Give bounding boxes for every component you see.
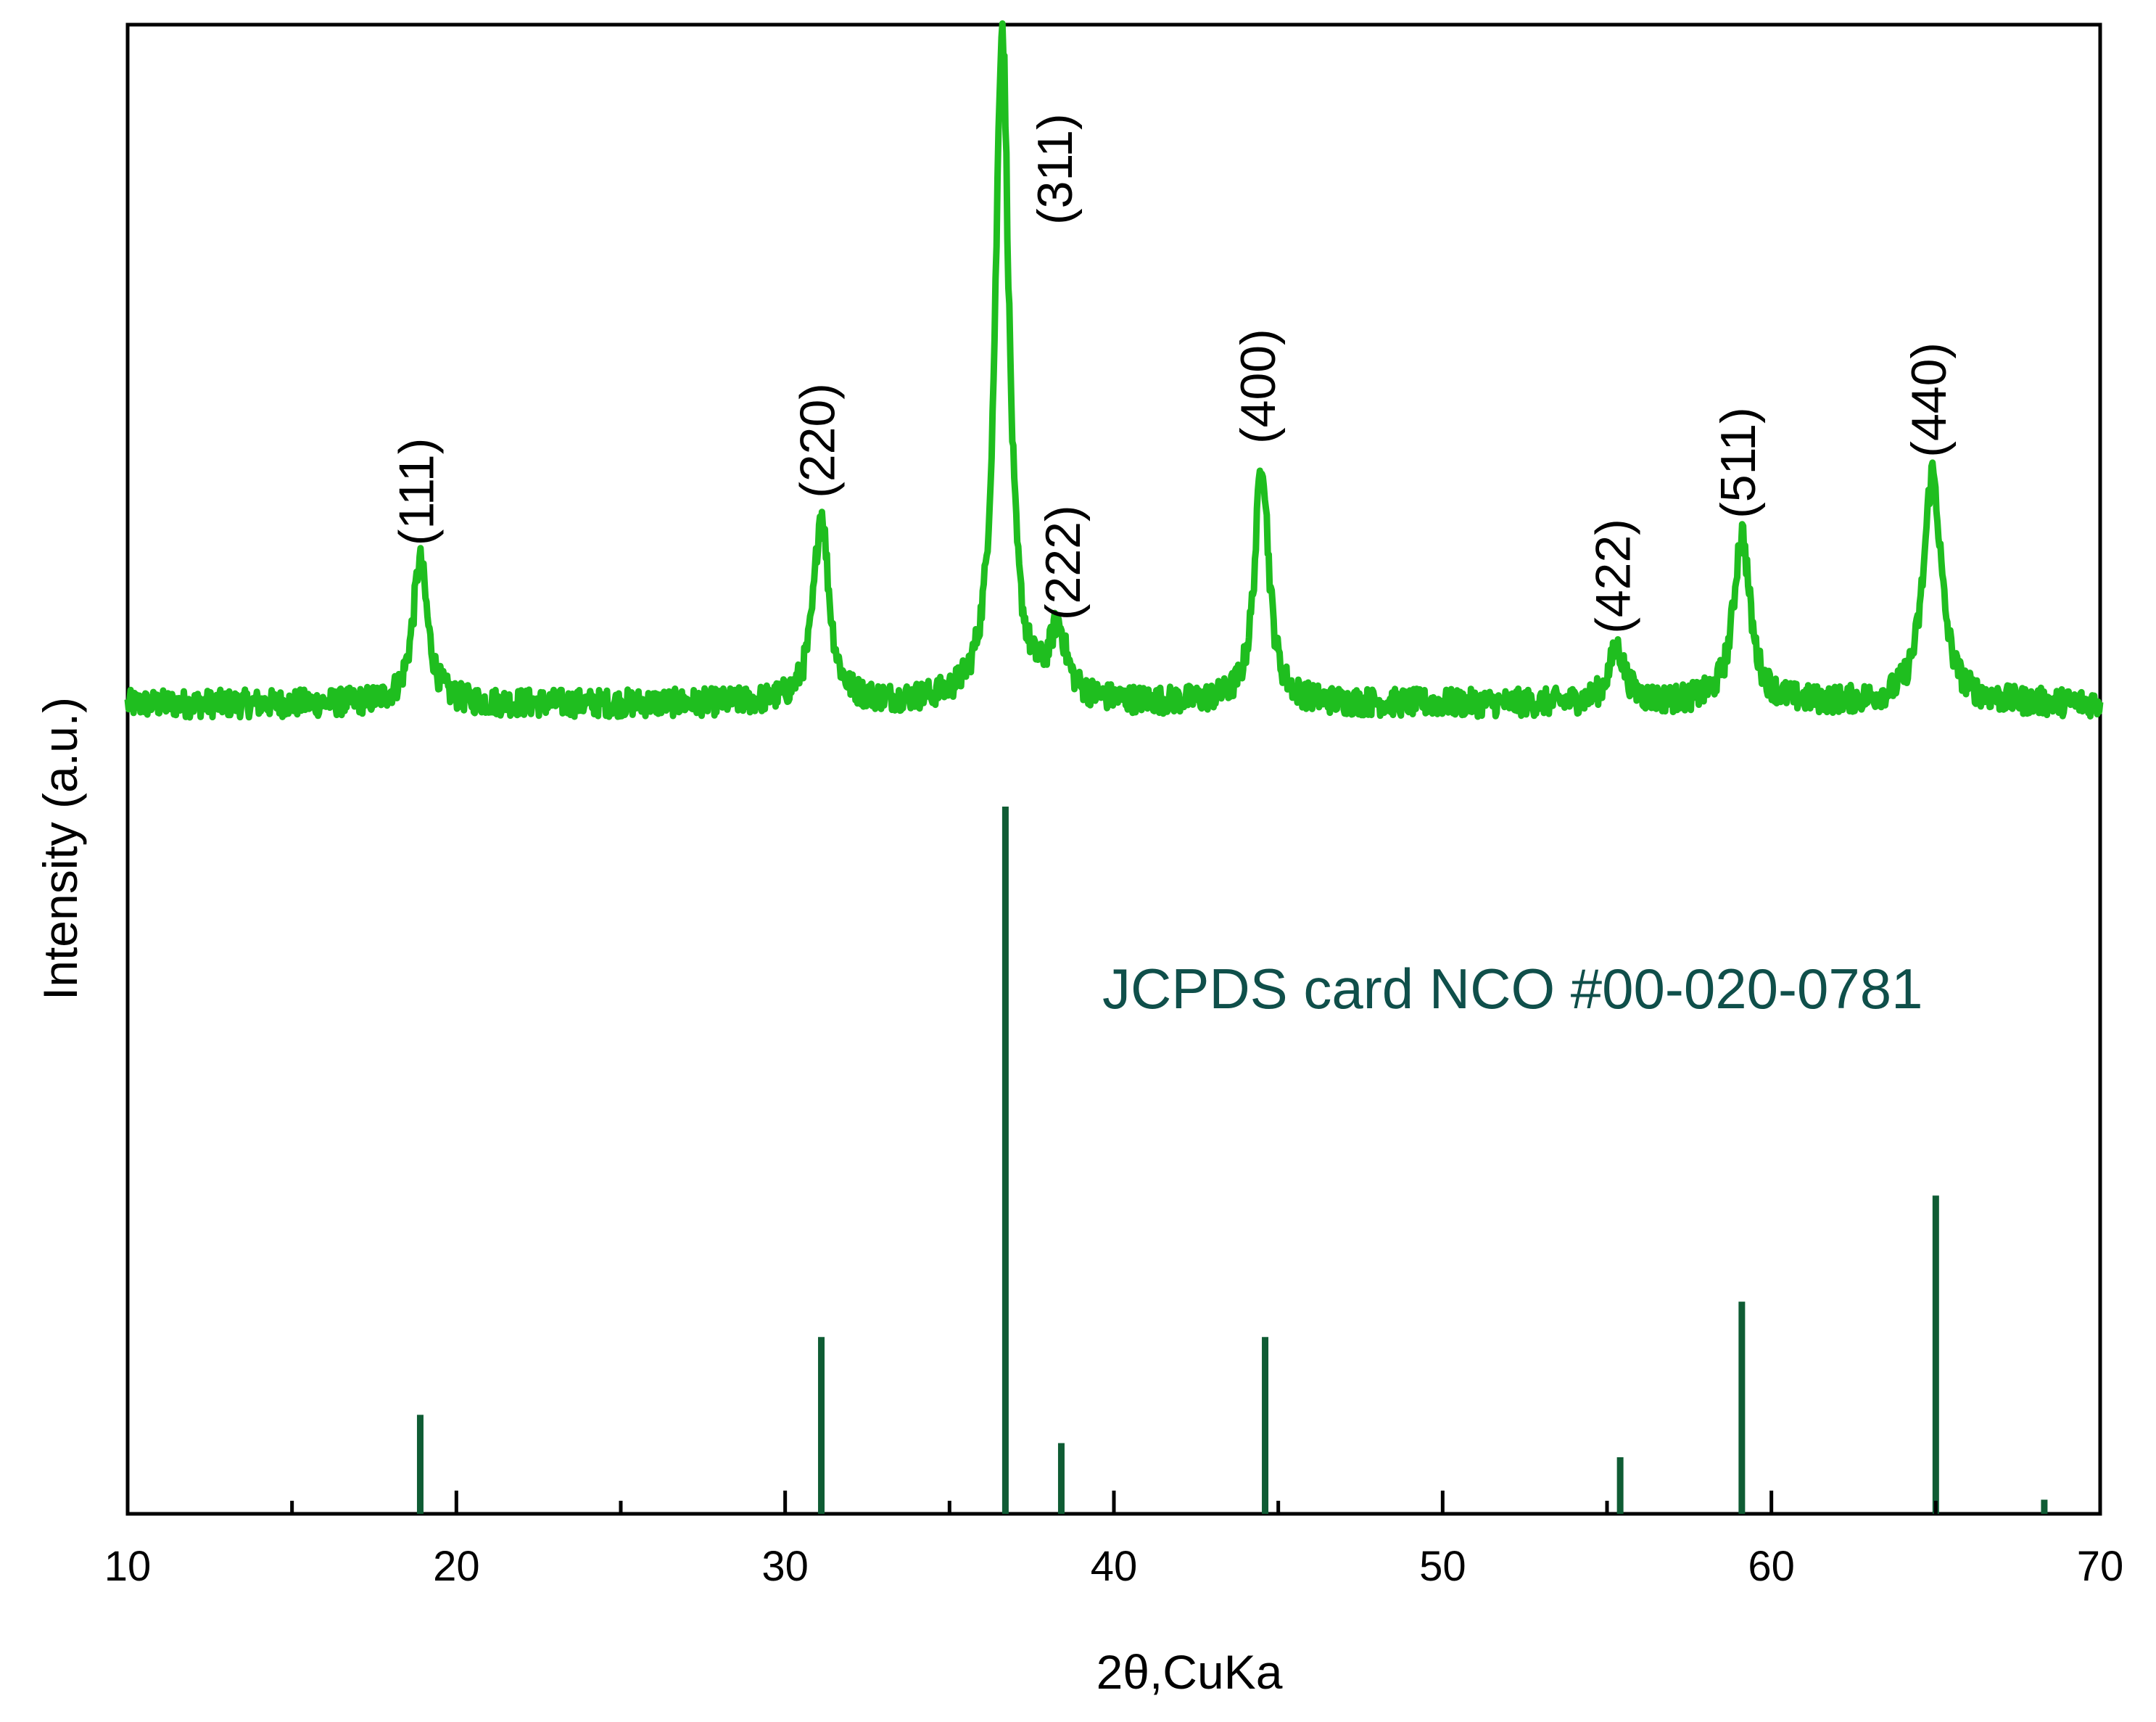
peak-label: (222): [1036, 505, 1091, 620]
reference-annotation: JCPDS card NCO #00-020-0781: [1102, 957, 1923, 1021]
peak-labels: (111) (220) (311) (222) (400) (422) (511) (440): [389, 113, 1957, 634]
x-tick-label: 70: [2077, 1543, 2124, 1590]
peak-label: (422): [1586, 519, 1641, 634]
x-tick-label: 30: [761, 1543, 809, 1590]
reference-sticks-layer: [416, 807, 2048, 1514]
plot-frame: [125, 22, 2102, 1516]
x-tick-label: 40: [1091, 1543, 1138, 1590]
x-axis-title: 2θ,CuKa: [1096, 1645, 1283, 1699]
y-axis-title: Intensity (a.u.): [33, 697, 87, 1000]
x-tick-label: 60: [1748, 1543, 1795, 1590]
peak-label: (511): [1711, 407, 1766, 519]
x-axis-ticks: 10 20 30 40 50 60 70: [104, 1491, 2124, 1590]
peak-label: (220): [790, 383, 846, 498]
peak-label: (111): [389, 438, 445, 546]
x-tick-label: 50: [1419, 1543, 1466, 1590]
peak-label: (440): [1901, 342, 1957, 458]
x-tick-label: 10: [104, 1543, 152, 1590]
peak-label: (311): [1028, 113, 1083, 225]
x-tick-label: 20: [433, 1543, 480, 1590]
xrd-pattern-line: [124, 20, 2104, 721]
peak-label: (400): [1231, 329, 1286, 444]
